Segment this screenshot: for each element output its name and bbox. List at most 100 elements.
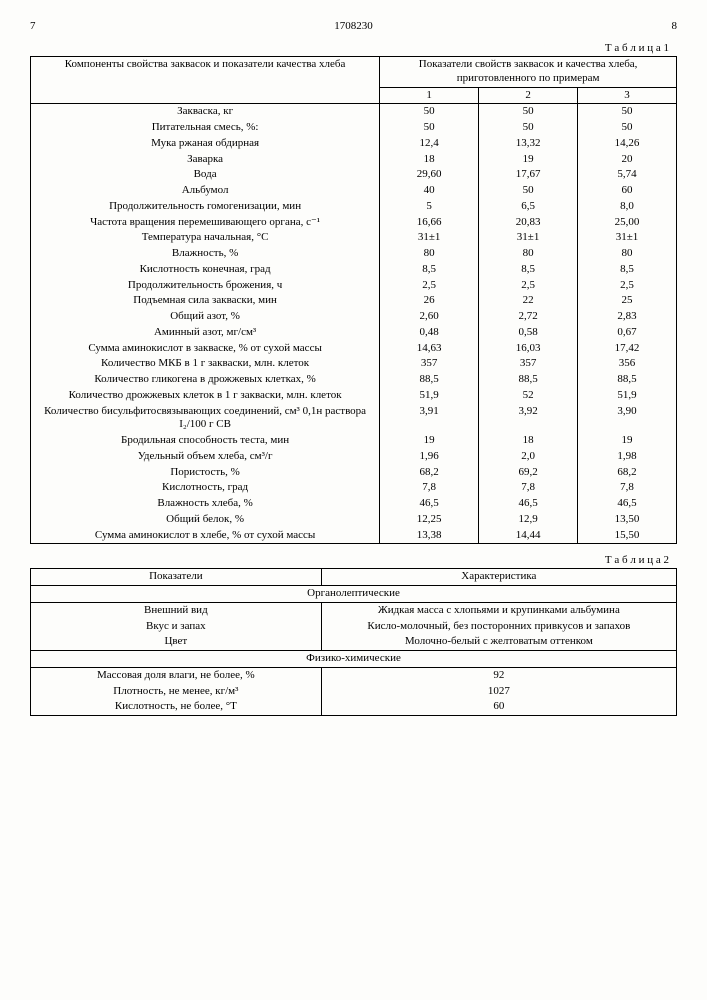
table-row: Количество гликогена в дрожжевых клетках… — [31, 372, 677, 388]
table-row: Массовая доля влаги, не более, %92 — [31, 667, 677, 683]
table-row: Мука ржаная обдирная12,413,3214,26 — [31, 136, 677, 152]
param-label: Количество бисульфитосвязывающих соедине… — [31, 404, 380, 434]
table-row: Питательная смесь, %:505050 — [31, 120, 677, 136]
param-label: Влажность хлеба, % — [31, 496, 380, 512]
data-cell: 26 — [380, 293, 479, 309]
param-label: Альбумол — [31, 183, 380, 199]
data-cell: 46,5 — [380, 496, 479, 512]
data-cell: 8,0 — [578, 199, 677, 215]
table-row: Удельный объем хлеба, см³/г1,962,01,98 — [31, 449, 677, 465]
data-cell: 31±1 — [578, 230, 677, 246]
table2-caption: Т а б л и ц а 2 — [30, 554, 669, 566]
param-label: Массовая доля влаги, не более, % — [31, 667, 322, 683]
data-cell: 88,5 — [479, 372, 578, 388]
data-cell: 12,25 — [380, 512, 479, 528]
t1-col-2: 2 — [479, 87, 578, 104]
param-label: Количество МКБ в 1 г закваски, млн. клет… — [31, 356, 380, 372]
data-cell: 357 — [380, 356, 479, 372]
table-row: Общий белок, %12,2512,913,50 — [31, 512, 677, 528]
data-cell: 40 — [380, 183, 479, 199]
doc-number: 1708230 — [36, 20, 672, 32]
table-row: Закваска, кг505050 — [31, 104, 677, 120]
param-label: Кислотность конечная, град — [31, 262, 380, 278]
table-row: Температура начальная, °С31±131±131±1 — [31, 230, 677, 246]
data-cell: 50 — [578, 120, 677, 136]
param-label: Плотность, не менее, кг/м³ — [31, 684, 322, 700]
param-label: Цвет — [31, 634, 322, 650]
data-cell: 3,91 — [380, 404, 479, 434]
data-cell: 46,5 — [479, 496, 578, 512]
table-row: Плотность, не менее, кг/м³1027 — [31, 684, 677, 700]
table-row: Общий азот, %2,602,722,83 — [31, 309, 677, 325]
param-label: Продолжительность гомогенизации, мин — [31, 199, 380, 215]
param-label: Пористость, % — [31, 465, 380, 481]
data-cell: Кисло-молочный, без посторонних прив­кус… — [321, 619, 676, 635]
data-cell: 6,5 — [479, 199, 578, 215]
data-cell: 50 — [380, 104, 479, 120]
param-label: Вода — [31, 167, 380, 183]
t1-col-3: 3 — [578, 87, 677, 104]
data-cell: 1027 — [321, 684, 676, 700]
table-row: Частота вращения перемешивающего органа,… — [31, 215, 677, 231]
param-label: Вкус и запах — [31, 619, 322, 635]
data-cell: 68,2 — [380, 465, 479, 481]
data-cell: 14,44 — [479, 528, 578, 544]
table-row: Вкус и запахКисло-молочный, без посторон… — [31, 619, 677, 635]
table-row: Альбумол405060 — [31, 183, 677, 199]
data-cell: 356 — [578, 356, 677, 372]
data-cell: 12,9 — [479, 512, 578, 528]
param-label: Питательная смесь, %: — [31, 120, 380, 136]
t2-header-right: Характеристика — [321, 569, 676, 586]
table-row: Количество дрожжевых клеток в 1 г заквас… — [31, 388, 677, 404]
data-cell: 20 — [578, 152, 677, 168]
data-cell: 14,26 — [578, 136, 677, 152]
table-row: Влажность хлеба, %46,546,546,5 — [31, 496, 677, 512]
data-cell: 17,42 — [578, 341, 677, 357]
data-cell: 8,5 — [380, 262, 479, 278]
data-cell: 25,00 — [578, 215, 677, 231]
table-row: Продолжительность гомогенизации, мин56,5… — [31, 199, 677, 215]
t1-col-1: 1 — [380, 87, 479, 104]
data-cell: 1,96 — [380, 449, 479, 465]
param-label: Кислотность, не более, °Т — [31, 699, 322, 715]
data-cell: 80 — [578, 246, 677, 262]
data-cell: 2,83 — [578, 309, 677, 325]
t1-header-left: Компоненты свойства заквасок и показател… — [31, 57, 380, 104]
table-row: Заварка181920 — [31, 152, 677, 168]
data-cell: 50 — [578, 104, 677, 120]
t2-section1: Органолептические — [31, 586, 677, 603]
table-row: Количество МКБ в 1 г закваски, млн. клет… — [31, 356, 677, 372]
data-cell: 13,38 — [380, 528, 479, 544]
param-label: Частота вращения перемешивающего органа,… — [31, 215, 380, 231]
param-label: Кислотность, град — [31, 480, 380, 496]
data-cell: 88,5 — [578, 372, 677, 388]
param-label: Сумма аминокислот в закваске, % от сухой… — [31, 341, 380, 357]
page-right: 8 — [672, 20, 678, 32]
param-label: Сумма аминокислот в хлебе, % от сухой ма… — [31, 528, 380, 544]
data-cell: 68,2 — [578, 465, 677, 481]
table-row: Сумма аминокислот в закваске, % от сухой… — [31, 341, 677, 357]
param-label: Влажность, % — [31, 246, 380, 262]
param-label: Количество дрожжевых клеток в 1 г заквас… — [31, 388, 380, 404]
data-cell: 7,8 — [380, 480, 479, 496]
data-cell: 5,74 — [578, 167, 677, 183]
param-label: Количество гликогена в дрожжевых клетках… — [31, 372, 380, 388]
param-label: Общий белок, % — [31, 512, 380, 528]
data-cell: 357 — [479, 356, 578, 372]
data-cell: 20,83 — [479, 215, 578, 231]
data-cell: 2,72 — [479, 309, 578, 325]
data-cell: 25 — [578, 293, 677, 309]
data-cell: 16,66 — [380, 215, 479, 231]
data-cell: 7,8 — [578, 480, 677, 496]
data-cell: 2,5 — [380, 278, 479, 294]
data-cell: 60 — [321, 699, 676, 715]
data-cell: 7,8 — [479, 480, 578, 496]
table-row: Продолжительность брожения, ч2,52,52,5 — [31, 278, 677, 294]
table-row: Кислотность, град7,87,87,8 — [31, 480, 677, 496]
data-cell: 31±1 — [380, 230, 479, 246]
data-cell: 22 — [479, 293, 578, 309]
table2: Показатели Характеристика Органолептичес… — [30, 568, 677, 716]
table-row: Подъемная сила закваски, мин262225 — [31, 293, 677, 309]
param-label: Закваска, кг — [31, 104, 380, 120]
data-cell: 51,9 — [578, 388, 677, 404]
